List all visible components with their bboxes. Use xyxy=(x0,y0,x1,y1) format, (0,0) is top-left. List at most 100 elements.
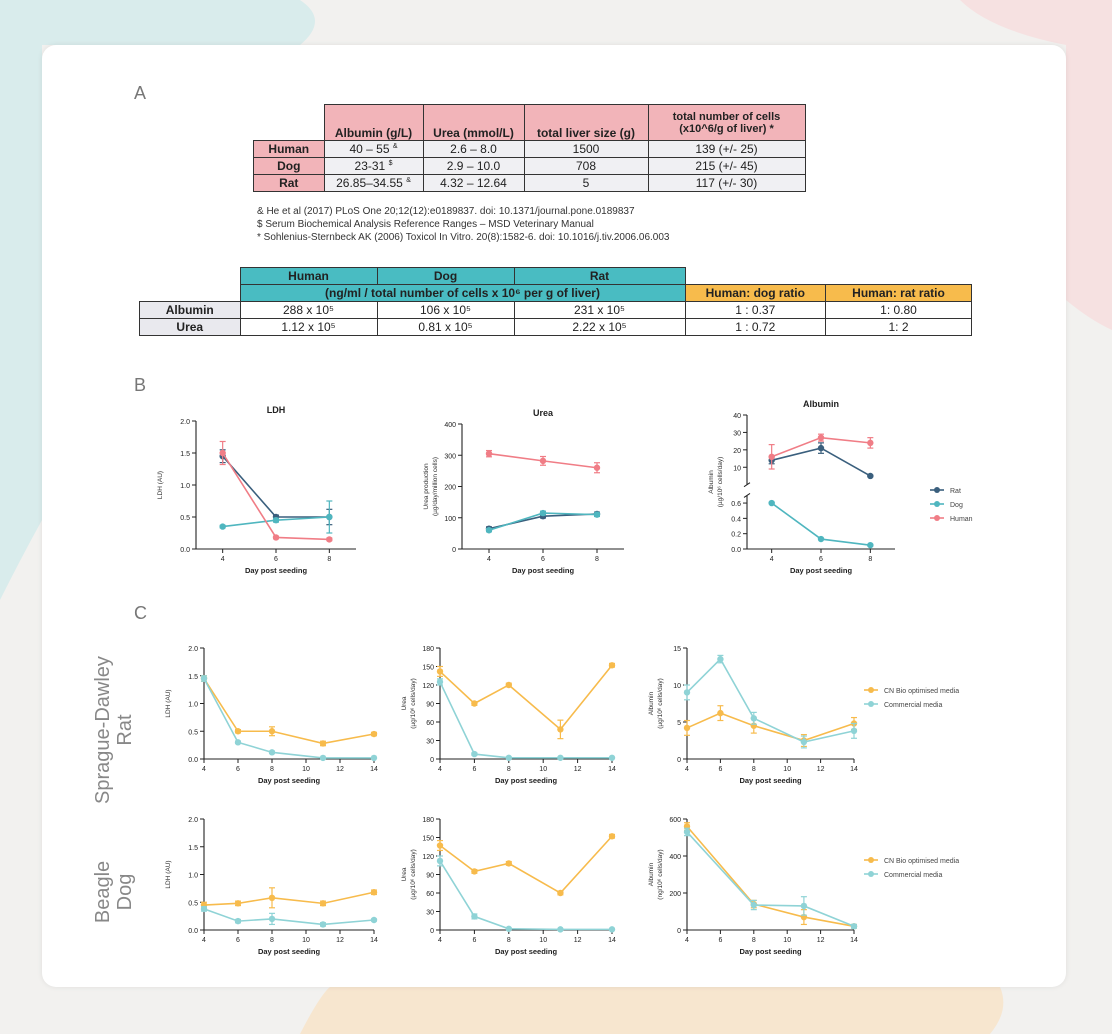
data-point xyxy=(750,901,757,909)
legend-marker xyxy=(934,515,940,521)
x-tick-label: 6 xyxy=(718,766,722,773)
data-point xyxy=(370,889,378,896)
x-tick-label: 6 xyxy=(236,766,240,773)
y-tick-label: 0.0 xyxy=(731,547,741,554)
data-point xyxy=(505,925,512,932)
legend-marker xyxy=(934,501,940,507)
x-tick-label: 4 xyxy=(487,556,491,563)
data-point xyxy=(608,754,616,761)
data-point xyxy=(557,754,564,761)
x-tick-label: 4 xyxy=(202,766,206,773)
chart-title: Albumin xyxy=(803,399,839,409)
y-axis-label: Albumin xyxy=(708,470,715,494)
legend-label: Commercial media xyxy=(884,702,942,709)
data-point xyxy=(683,724,691,732)
data-point xyxy=(268,749,276,756)
y-tick-label: 0.5 xyxy=(188,729,198,736)
data-point xyxy=(800,738,808,746)
x-tick-label: 10 xyxy=(783,766,791,773)
y-tick-label: 0.0 xyxy=(188,757,198,764)
data-point xyxy=(319,754,327,762)
th-urea: Urea (mmol/L) xyxy=(422,104,525,141)
y-axis-label: Albumin xyxy=(648,862,655,886)
x-tick-label: 10 xyxy=(302,937,310,944)
data-point xyxy=(268,915,276,923)
legend-marker xyxy=(868,857,874,863)
th-cell-number-line1: total number of cells xyxy=(672,110,781,123)
y-tick-label: 0.0 xyxy=(180,547,190,554)
cell: 1 : 0.72 xyxy=(684,318,826,336)
y-tick-label: 1.5 xyxy=(180,451,190,458)
y-tick-label: 2.0 xyxy=(180,419,190,426)
y-tick-label: 90 xyxy=(426,873,434,880)
cell: 117 (+/- 30) xyxy=(647,174,806,192)
data-point xyxy=(608,662,616,669)
y-axis-label: (ng/10⁶ cells/day) xyxy=(657,849,664,899)
y-axis-label: Urea production xyxy=(423,463,430,510)
cell-value: 26.85–34.55 xyxy=(336,176,403,190)
data-point xyxy=(817,434,825,441)
series-line xyxy=(439,681,612,759)
series-line xyxy=(203,908,375,926)
panel-label-a: A xyxy=(134,83,147,103)
x-tick-label: 8 xyxy=(270,937,274,944)
data-point xyxy=(219,449,226,457)
series-line xyxy=(221,452,330,541)
data-point xyxy=(234,739,242,746)
data-point xyxy=(817,444,825,452)
data-point xyxy=(867,541,874,549)
data-point xyxy=(505,754,512,761)
x-tick-label: 6 xyxy=(472,766,476,773)
y-tick-label: 60 xyxy=(426,720,434,727)
data-point xyxy=(850,727,858,735)
cell: 215 (+/- 45) xyxy=(647,157,806,175)
data-point xyxy=(436,678,444,686)
x-tick-label: 8 xyxy=(868,556,872,563)
legend-label: Rat xyxy=(950,488,961,495)
y-tick-label: 0.2 xyxy=(731,532,741,539)
y-tick-label: 15 xyxy=(673,646,681,653)
y-tick-label: 2.0 xyxy=(188,817,198,824)
footnote: $ Serum Biochemical Analysis Reference R… xyxy=(257,219,594,230)
legend-marker xyxy=(868,701,874,707)
data-point xyxy=(505,860,512,867)
x-axis-label: Day post seeding xyxy=(739,776,802,785)
x-axis-label: Day post seeding xyxy=(258,947,321,956)
axis-break xyxy=(743,492,751,498)
y-axis-label: LDH (AU) xyxy=(165,860,172,888)
y-tick-label: 600 xyxy=(669,817,681,824)
x-tick-label: 8 xyxy=(507,766,511,773)
x-tick-label: 12 xyxy=(574,766,582,773)
x-tick-label: 10 xyxy=(539,766,547,773)
cell: 5 xyxy=(523,174,649,192)
y-tick-label: 0 xyxy=(677,757,681,764)
y-tick-label: 200 xyxy=(669,891,681,898)
y-axis-label: Urea xyxy=(401,867,408,881)
normalised-output-table: Human Dog Rat (ng/ml / total number of c… xyxy=(139,267,972,336)
x-tick-label: 4 xyxy=(770,556,774,563)
y-tick-label: 200 xyxy=(444,485,456,492)
x-tick-label: 14 xyxy=(370,937,378,944)
th-units: (ng/ml / total number of cells x 10⁶ per… xyxy=(239,284,686,302)
y-tick-label: 30 xyxy=(733,430,741,437)
series-line xyxy=(203,891,375,906)
cell-value: 23-31 xyxy=(354,159,386,173)
footnotes: & He et al (2017) PLoS One 20;12(12):e01… xyxy=(257,205,670,244)
y-tick-label: 0 xyxy=(430,928,434,935)
x-tick-label: 4 xyxy=(438,937,442,944)
data-point xyxy=(557,889,564,897)
row-label: Dog xyxy=(253,157,325,175)
data-point xyxy=(370,916,378,924)
x-tick-label: 4 xyxy=(438,766,442,773)
x-tick-label: 12 xyxy=(574,937,582,944)
legend-marker xyxy=(934,487,940,493)
data-point xyxy=(539,509,547,517)
cell: 2.9 – 10.0 xyxy=(422,157,525,175)
y-axis-label: (µg/10⁶ cells/day) xyxy=(717,457,724,508)
data-point xyxy=(319,921,327,928)
data-point xyxy=(717,709,724,717)
y-tick-label: 90 xyxy=(426,702,434,709)
y-tick-label: 1.0 xyxy=(188,702,198,709)
data-point xyxy=(471,913,478,920)
y-axis-label: (µg/day/million cells) xyxy=(432,457,439,516)
